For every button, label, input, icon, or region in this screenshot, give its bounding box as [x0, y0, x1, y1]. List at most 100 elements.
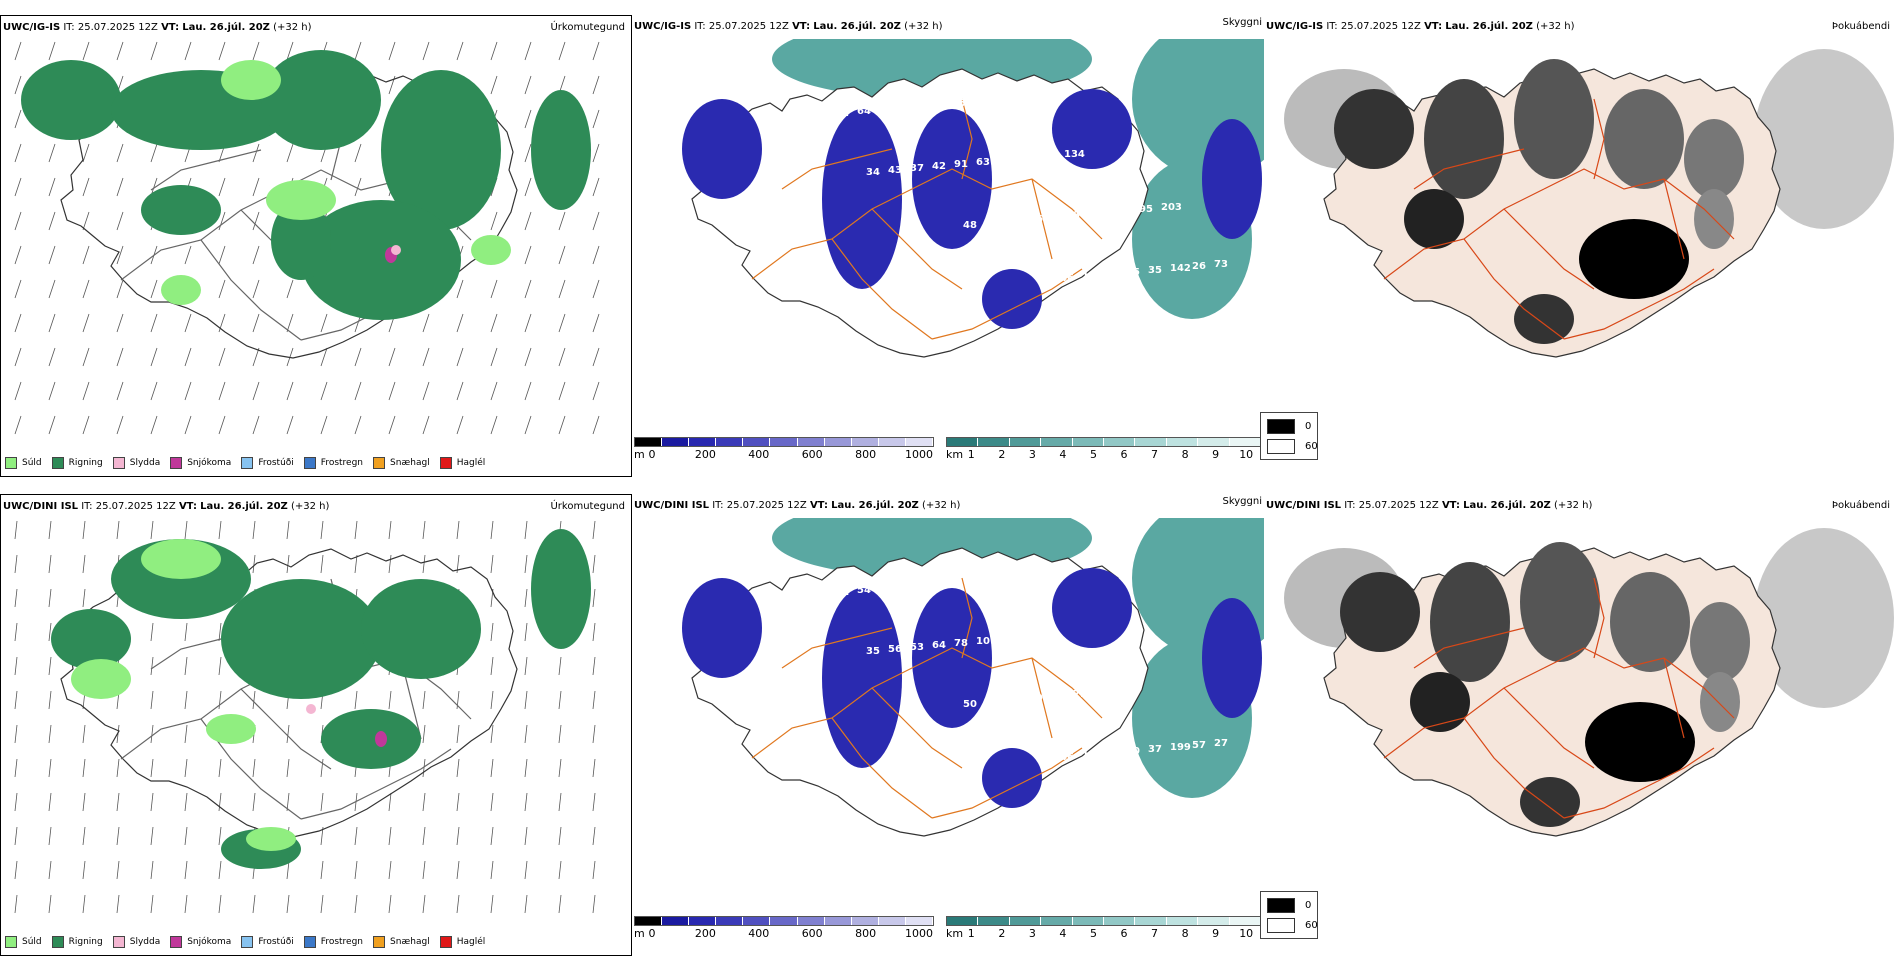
wind-barb [456, 792, 460, 812]
wind-barb [388, 690, 392, 710]
wind-barb [456, 894, 460, 914]
wind-barb [150, 690, 154, 710]
wind-barb [48, 690, 52, 710]
wind-barb [320, 415, 328, 435]
wind-barb [48, 656, 52, 676]
wind-barb [218, 381, 226, 401]
fog-legend-swatch [1267, 419, 1295, 434]
fog-legend-label: 0 [1305, 900, 1312, 911]
ceiling-value-label: 53 [910, 642, 924, 653]
scale-color [662, 917, 690, 925]
ceiling-value-label: 79 [1073, 689, 1087, 700]
fog-map-svg [1264, 518, 1896, 922]
model-name: UWC/IG-IS [1266, 21, 1324, 32]
wind-barb [422, 347, 430, 367]
wind-barb [150, 381, 158, 401]
road [1031, 178, 1053, 260]
scale-color [662, 438, 690, 446]
legend-item: Rigning [51, 936, 103, 948]
ceiling-value-label: 44 [1051, 691, 1065, 702]
drizzle-area [71, 659, 131, 699]
scale-tick-label: 800 [855, 927, 877, 940]
wind-barb [82, 588, 86, 608]
legend-swatch [303, 457, 316, 469]
wind-barb [558, 41, 566, 61]
road [240, 688, 332, 770]
scale-color [1009, 438, 1042, 446]
scale-tick-label: 7 [1151, 927, 1159, 940]
panel-title: Úrkomutegund [550, 501, 625, 512]
panel-header: UWC/IG-IS IT: 25.07.2025 12Z VT: Lau. 26… [3, 22, 627, 36]
legend-label: Frostregn [320, 937, 364, 947]
scale-tick-label: 6 [1120, 927, 1128, 940]
ceiling-value-label: 149 [989, 94, 1010, 105]
ceiling-value-label: 97 [967, 96, 981, 107]
wind-barb [218, 245, 226, 265]
wind-barb [82, 554, 86, 574]
fog-gradient [1754, 49, 1894, 229]
ceiling-value-label: 42 [932, 161, 946, 172]
wind-barb [150, 143, 158, 163]
scale-tick-label: 5 [1089, 927, 1097, 940]
wind-barb [116, 724, 120, 744]
road [1593, 98, 1605, 180]
wind-barb [82, 415, 90, 435]
low-ceiling-area [1052, 568, 1132, 648]
legend-swatch [112, 936, 125, 948]
legend-swatch [5, 457, 17, 469]
scale-ticks: m 0 200 400 600 800 1000 [634, 926, 934, 940]
wind-barb [82, 211, 90, 231]
road [1413, 148, 1525, 190]
wind-barb [524, 245, 532, 265]
fog-index-area [1690, 602, 1750, 682]
legend-label: Snæhagl [390, 937, 430, 947]
wind-barb [456, 860, 460, 880]
wind-barb [116, 826, 120, 846]
rain-area [321, 709, 421, 769]
wind-barb [14, 792, 18, 812]
wind-barb [82, 792, 86, 812]
wind-barb [422, 792, 426, 812]
ceiling-value-label: 78 [954, 638, 968, 649]
wind-barb [14, 177, 22, 197]
wind-barb [558, 245, 566, 265]
wind-barb [184, 724, 188, 744]
low-ceiling-area [982, 269, 1042, 329]
legend-label: Frostúði [258, 458, 294, 468]
scale-tick-label: 1 [967, 927, 975, 940]
wind-barb [82, 381, 90, 401]
wind-barb [184, 622, 188, 642]
wind-barb [14, 860, 18, 880]
ceiling-value-label: 161 [1179, 803, 1200, 814]
scale-bar [946, 916, 1262, 926]
lead-time: (+32 h) [273, 22, 312, 33]
wind-barb [456, 41, 464, 61]
wind-barb [14, 381, 22, 401]
wind-barb [592, 109, 600, 129]
ceiling-value-label: 134 [1064, 149, 1085, 160]
legend-label: Snjókoma [187, 458, 232, 468]
ceiling-value-label: 125 [773, 310, 794, 321]
panel-title: Úrkomutegund [550, 22, 625, 33]
wind-barb [592, 894, 596, 914]
road [1463, 238, 1565, 340]
wind-barb [14, 554, 18, 574]
wind-barb [150, 792, 154, 812]
wind-barb [184, 690, 188, 710]
fog-index-area [1404, 189, 1464, 249]
wind-barb [456, 313, 464, 333]
wind-barb [558, 894, 562, 914]
legend-swatch [439, 936, 452, 948]
wind-barb [48, 143, 56, 163]
wind-barb [490, 415, 498, 435]
wind-barb [558, 792, 562, 812]
fog-panel-row1: UWC/IG-IS IT: 25.07.2025 12Z VT: Lau. 26… [1260, 15, 1896, 477]
fog-index-area [1340, 572, 1420, 652]
wind-barb [286, 381, 294, 401]
wind-barb [184, 381, 192, 401]
fog-index-area [1514, 294, 1574, 344]
wind-barb [592, 75, 600, 95]
ceiling-value-label: 45 [1126, 267, 1140, 278]
legend-swatch [51, 936, 64, 948]
wind-barb [150, 656, 154, 676]
